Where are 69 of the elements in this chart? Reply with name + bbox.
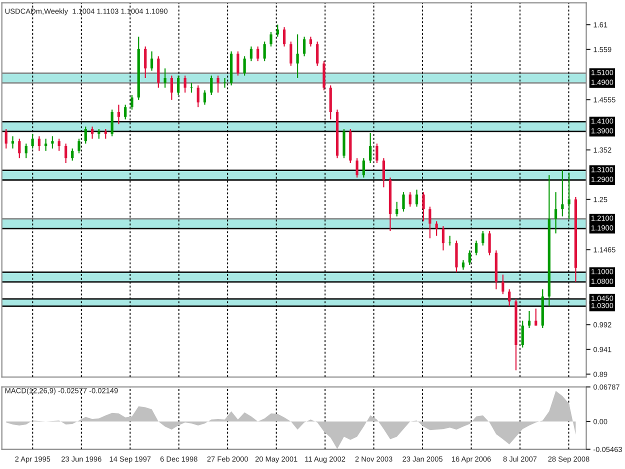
candlestick bbox=[51, 136, 54, 149]
candlestick bbox=[270, 31, 272, 48]
candlestick bbox=[309, 36, 312, 48]
candlestick bbox=[468, 250, 471, 266]
candlestick bbox=[362, 158, 365, 178]
candlestick bbox=[18, 138, 21, 159]
candlestick bbox=[488, 230, 491, 256]
candlestick bbox=[110, 109, 114, 137]
candlestick bbox=[236, 50, 240, 76]
candlestick bbox=[369, 132, 372, 164]
candlestick bbox=[90, 126, 94, 140]
candlestick bbox=[290, 41, 292, 66]
candlestick bbox=[442, 226, 445, 251]
candlestick bbox=[117, 104, 120, 125]
candlestick bbox=[71, 148, 74, 162]
candlestick bbox=[150, 50, 154, 72]
candlestick bbox=[296, 34, 299, 79]
candlestick bbox=[554, 192, 558, 234]
candlestick bbox=[203, 90, 206, 106]
candlestick bbox=[356, 158, 358, 178]
candlestick bbox=[316, 41, 319, 66]
candlestick bbox=[84, 126, 87, 144]
candlestick bbox=[210, 75, 213, 96]
candlestick bbox=[302, 36, 306, 57]
candlestick bbox=[11, 136, 14, 149]
candlestick bbox=[177, 75, 180, 96]
candlestick bbox=[408, 192, 412, 208]
candlestick bbox=[282, 26, 286, 48]
candlestick bbox=[382, 158, 386, 188]
candlestick bbox=[396, 201, 398, 217]
candlestick bbox=[402, 192, 405, 212]
candlestick bbox=[482, 230, 484, 246]
candlestick bbox=[64, 143, 68, 164]
candlestick bbox=[422, 192, 425, 222]
candlestick bbox=[276, 24, 279, 38]
candlestick bbox=[250, 46, 253, 62]
candlestick bbox=[124, 104, 127, 120]
candlestick bbox=[164, 68, 166, 88]
candlestick bbox=[508, 288, 511, 307]
candlestick bbox=[448, 235, 452, 246]
candlestick bbox=[502, 274, 504, 295]
candlestick bbox=[184, 75, 186, 94]
candlestick bbox=[568, 172, 570, 220]
candlestick bbox=[44, 138, 48, 152]
candlestick bbox=[263, 41, 266, 62]
candlestick bbox=[243, 56, 246, 76]
candlestick bbox=[190, 82, 193, 94]
candlestick bbox=[78, 138, 80, 154]
candlestick bbox=[170, 75, 173, 100]
candlestick bbox=[521, 320, 524, 348]
candlestick bbox=[256, 46, 260, 62]
candlestick bbox=[31, 133, 34, 149]
candlestick bbox=[223, 78, 226, 88]
candlestick bbox=[196, 84, 200, 108]
candlestick bbox=[24, 143, 28, 159]
candlestick bbox=[130, 94, 134, 110]
candlestick bbox=[104, 128, 107, 140]
candlestick bbox=[58, 138, 60, 152]
candlestick bbox=[38, 136, 40, 152]
candlestick bbox=[4, 128, 8, 149]
candlestick bbox=[376, 143, 378, 164]
candlestick bbox=[415, 189, 418, 208]
candlestick bbox=[428, 206, 432, 239]
candlestick bbox=[435, 220, 438, 236]
candlestick bbox=[474, 240, 478, 256]
candlestick bbox=[98, 128, 100, 140]
candlestick bbox=[462, 260, 465, 270]
candlestick bbox=[144, 46, 147, 79]
candlestick bbox=[216, 75, 220, 94]
